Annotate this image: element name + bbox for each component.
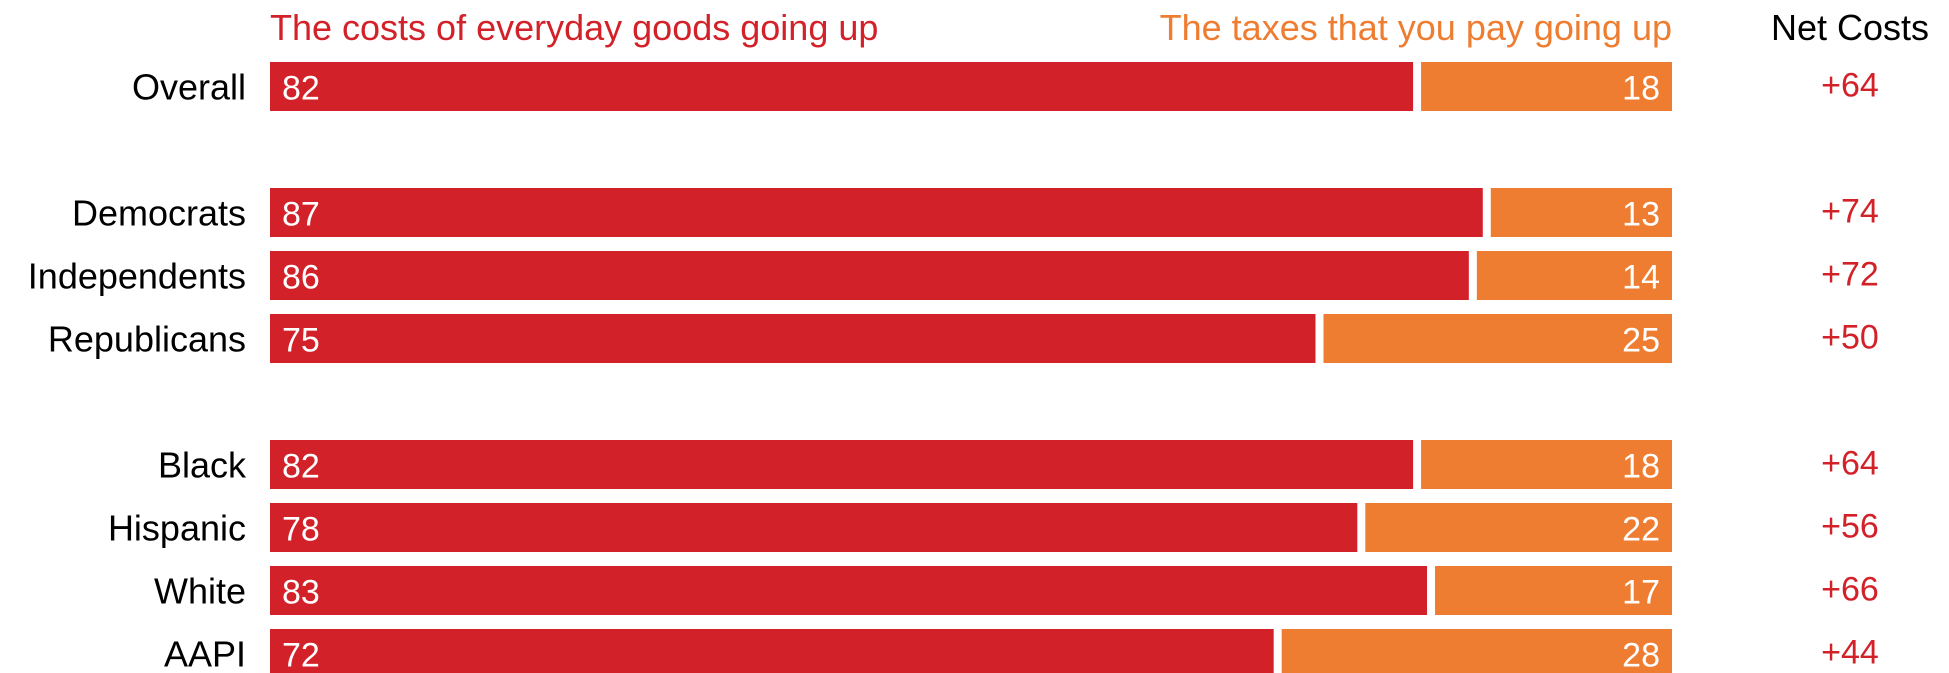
bar-costs	[270, 314, 1316, 363]
data-label-costs: 78	[282, 511, 320, 549]
net-cost-value: +56	[1821, 508, 1879, 546]
data-label-taxes: 14	[1622, 259, 1660, 297]
bar-taxes	[1421, 62, 1672, 111]
category-label: Black	[158, 445, 247, 486]
net-cost-value: +74	[1821, 193, 1879, 231]
bar-costs	[270, 629, 1274, 673]
net-cost-value: +72	[1821, 256, 1879, 294]
category-label: Independents	[28, 256, 246, 297]
bar-taxes	[1490, 188, 1672, 237]
data-label-taxes: 25	[1622, 322, 1660, 360]
net-cost-value: +64	[1821, 67, 1879, 105]
category-label: Republicans	[48, 319, 246, 360]
category-label: Overall	[132, 67, 246, 108]
data-label-costs: 82	[282, 448, 320, 486]
net-costs-header: Net Costs	[1770, 7, 1930, 48]
bar-taxes	[1281, 629, 1672, 673]
category-label: AAPI	[164, 634, 246, 673]
net-cost-value: +44	[1821, 634, 1879, 672]
net-cost-value: +66	[1821, 571, 1879, 609]
bar-taxes	[1476, 251, 1672, 300]
bar-costs	[270, 62, 1414, 111]
data-label-costs: 86	[282, 259, 320, 297]
data-label-costs: 82	[282, 70, 320, 108]
data-label-costs: 83	[282, 574, 320, 612]
net-cost-value: +50	[1821, 319, 1879, 357]
bar-costs	[270, 251, 1469, 300]
data-label-taxes: 17	[1622, 574, 1660, 612]
bar-costs	[270, 440, 1414, 489]
bar-costs	[270, 566, 1428, 615]
net-cost-value: +64	[1821, 445, 1879, 483]
bar-taxes	[1435, 566, 1672, 615]
data-label-taxes: 18	[1622, 448, 1660, 486]
data-label-taxes: 18	[1622, 70, 1660, 108]
bar-taxes	[1421, 440, 1672, 489]
bar-costs	[270, 188, 1483, 237]
data-label-costs: 87	[282, 196, 320, 234]
data-label-taxes: 13	[1622, 196, 1660, 234]
data-label-costs: 75	[282, 322, 320, 360]
category-label: Hispanic	[108, 508, 246, 549]
bar-costs	[270, 503, 1358, 552]
category-label: White	[154, 571, 246, 612]
legend-costs-label: The costs of everyday goods going up	[270, 7, 879, 48]
data-label-taxes: 22	[1622, 511, 1660, 549]
bar-taxes	[1365, 503, 1672, 552]
legend-taxes-label: The taxes that you pay going up	[1159, 7, 1672, 48]
bar-taxes	[1323, 314, 1672, 363]
category-label: Democrats	[72, 193, 246, 234]
data-label-costs: 72	[282, 637, 320, 673]
data-label-taxes: 28	[1622, 637, 1660, 673]
